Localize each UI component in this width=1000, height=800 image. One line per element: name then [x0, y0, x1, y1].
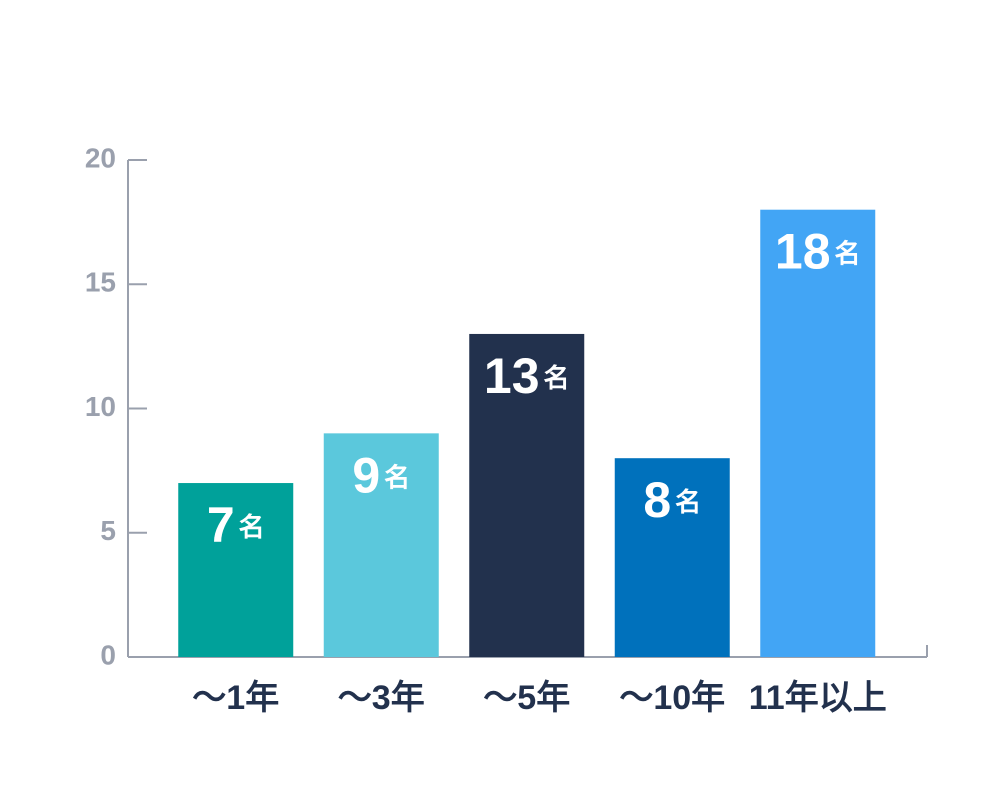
value-label: 18 名 [775, 224, 861, 280]
bar [614, 458, 730, 657]
x-tick-label: ～5年 [483, 679, 570, 717]
y-tick-label: 10 [85, 391, 116, 422]
value-label: 13 名 [484, 348, 570, 404]
y-tick-label: 0 [100, 639, 116, 670]
x-tick-label: 11年以上 [749, 679, 887, 717]
y-tick-label: 5 [100, 515, 116, 546]
x-tick-label: ～3年 [338, 679, 425, 717]
x-tick-label: ～1年 [192, 679, 279, 717]
x-tick-label: ～10年 [619, 679, 725, 717]
bar [178, 483, 294, 657]
bar [469, 333, 585, 657]
y-tick-label: 15 [85, 267, 116, 298]
bar [760, 209, 876, 657]
y-tick-label: 20 [85, 142, 116, 173]
bar [323, 433, 439, 657]
